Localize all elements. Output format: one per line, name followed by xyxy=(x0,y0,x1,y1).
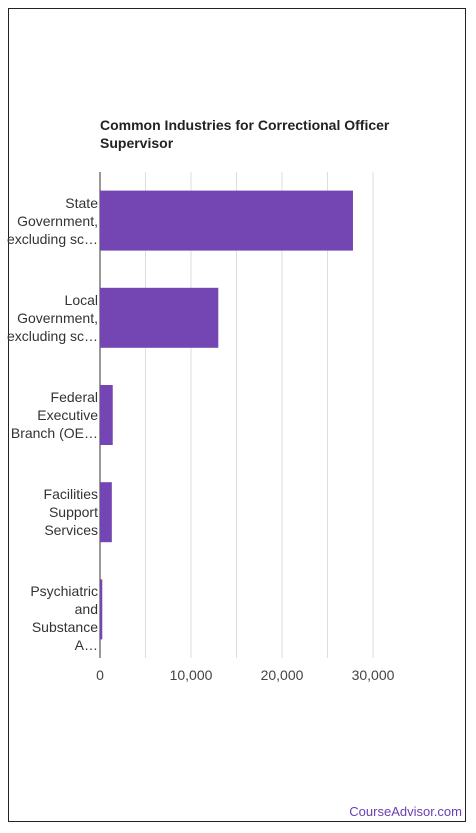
x-tick-label: 20,000 xyxy=(261,667,304,683)
category-label-line: and xyxy=(74,601,98,618)
category-label-line: Branch (OE… xyxy=(10,425,98,441)
category-label-line: excluding sc… xyxy=(6,230,98,247)
x-tick-label: 0 xyxy=(96,667,104,683)
category-label-line: excluding sc… xyxy=(6,327,98,344)
x-tick-label: 30,000 xyxy=(352,667,395,683)
category-label-line: Substance A… xyxy=(31,619,98,654)
category-label-line: Government, xyxy=(17,309,98,326)
bar[interactable] xyxy=(100,190,353,251)
chart-title: Common Industries for Correctional Offic… xyxy=(100,117,390,151)
x-tick-label: 10,000 xyxy=(170,667,213,683)
category-label: Local Government, excluding sc… xyxy=(6,291,98,345)
category-label-line: Local xyxy=(64,291,98,308)
category-label-line: Psychiatric xyxy=(30,583,98,600)
category-label-line: Executive xyxy=(37,407,98,423)
category-label-line: Government, xyxy=(17,212,98,229)
category-label: Facilities Support Services xyxy=(6,485,98,539)
category-label-line: State xyxy=(65,194,98,211)
category-label-line: Facilities xyxy=(43,486,98,503)
bar[interactable] xyxy=(100,579,103,640)
category-label: Federal Executive Branch (OE… xyxy=(6,388,98,442)
category-label-line: Services xyxy=(44,522,98,539)
bar[interactable] xyxy=(100,385,113,445)
category-label-line: Support xyxy=(48,504,98,521)
category-label: Psychiatric and Substance A… xyxy=(6,582,98,654)
category-label-line: Federal xyxy=(50,389,98,405)
bar[interactable] xyxy=(100,287,219,348)
footer-brand[interactable]: CourseAdvisor.com xyxy=(349,804,462,819)
category-label: State Government, excluding sc… xyxy=(6,194,98,248)
bar[interactable] xyxy=(100,482,112,543)
